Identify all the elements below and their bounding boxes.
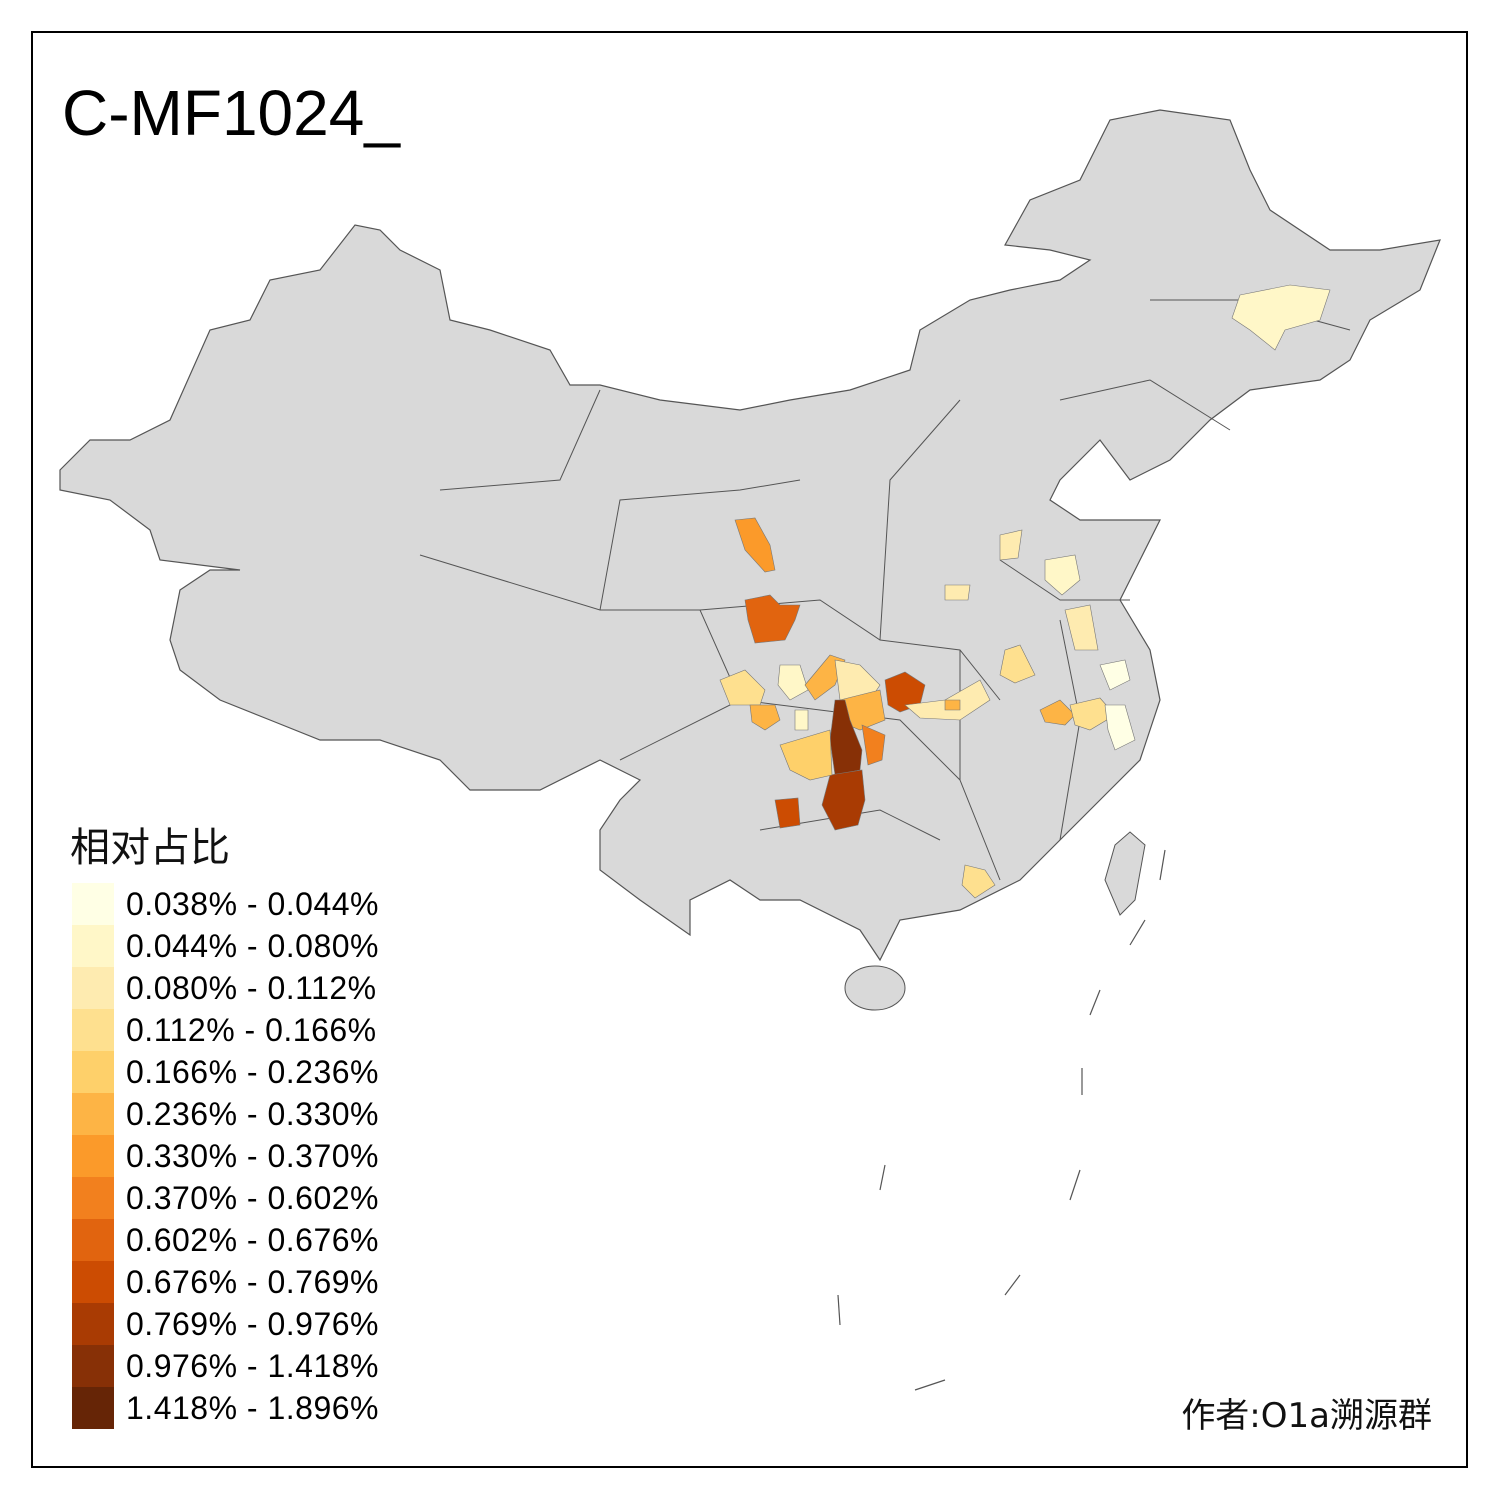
region-shape bbox=[999, 644, 1036, 684]
legend-item: 0.769% - 0.976% bbox=[72, 1303, 379, 1345]
map-title: C-MF1024_ bbox=[62, 77, 400, 149]
highlighted-regions bbox=[719, 284, 1331, 899]
legend-swatch bbox=[72, 1387, 114, 1429]
region-shape bbox=[749, 704, 781, 731]
legend-swatch bbox=[72, 1177, 114, 1219]
region-shape bbox=[1104, 704, 1136, 751]
region-shape bbox=[821, 769, 866, 831]
region-shape bbox=[1044, 554, 1081, 596]
region-shape bbox=[1064, 604, 1099, 651]
region-shape bbox=[779, 729, 833, 781]
legend-label: 0.080% - 0.112% bbox=[126, 969, 377, 1006]
legend-label: 0.236% - 0.330% bbox=[126, 1095, 379, 1132]
legend-item: 0.166% - 0.236% bbox=[72, 1051, 379, 1093]
region-shape bbox=[1099, 659, 1131, 691]
legend-item: 0.112% - 0.166% bbox=[72, 1009, 379, 1051]
author-credit: 作者:O1a溯源群 bbox=[1181, 1396, 1432, 1436]
legend-title: 相对占比 bbox=[70, 825, 230, 871]
legend-swatch bbox=[72, 883, 114, 925]
region-shape bbox=[1231, 284, 1331, 351]
legend-swatch bbox=[72, 1219, 114, 1261]
legend-swatch bbox=[72, 1303, 114, 1345]
legend-label: 0.602% - 0.676% bbox=[126, 1221, 379, 1258]
region-shape bbox=[794, 709, 809, 731]
legend-label: 0.166% - 0.236% bbox=[126, 1053, 379, 1090]
legend-label: 0.676% - 0.769% bbox=[126, 1263, 379, 1300]
legend-label: 0.769% - 0.976% bbox=[126, 1305, 379, 1342]
region-shape bbox=[961, 864, 996, 899]
legend-item: 0.236% - 0.330% bbox=[72, 1093, 379, 1135]
legend-item: 0.676% - 0.769% bbox=[72, 1261, 379, 1303]
legend-label: 0.038% - 0.044% bbox=[126, 885, 379, 922]
legend-label: 0.112% - 0.166% bbox=[126, 1011, 377, 1048]
region-shape bbox=[774, 797, 801, 829]
legend-label: 0.976% - 1.418% bbox=[126, 1347, 379, 1384]
legend-item: 0.330% - 0.370% bbox=[72, 1135, 379, 1177]
legend-swatch bbox=[72, 1135, 114, 1177]
south-sea-islands bbox=[837, 849, 1166, 1391]
region-shape bbox=[861, 724, 886, 766]
legend-item: 0.602% - 0.676% bbox=[72, 1219, 379, 1261]
legend-label: 0.330% - 0.370% bbox=[126, 1137, 379, 1174]
legend-label: 0.044% - 0.080% bbox=[126, 927, 379, 964]
region-shape bbox=[777, 664, 809, 701]
region-shape bbox=[744, 594, 801, 644]
region-shape bbox=[1039, 699, 1076, 726]
legend-swatch bbox=[72, 1261, 114, 1303]
map-frame bbox=[31, 31, 1468, 1468]
region-shape bbox=[734, 517, 776, 573]
hainan-island bbox=[844, 965, 906, 1011]
legend-item: 0.080% - 0.112% bbox=[72, 967, 379, 1009]
legend-swatch bbox=[72, 1009, 114, 1051]
legend-swatch bbox=[72, 1093, 114, 1135]
legend-label: 1.418% - 1.896% bbox=[126, 1389, 379, 1426]
legend-swatch bbox=[72, 967, 114, 1009]
legend: 0.038% - 0.044% 0.044% - 0.080% 0.080% - 0… bbox=[72, 883, 379, 1429]
region-shape bbox=[1069, 697, 1116, 731]
legend-item: 0.976% - 1.418% bbox=[72, 1345, 379, 1387]
legend-item: 1.418% - 1.896% bbox=[72, 1387, 379, 1429]
legend-swatch bbox=[72, 925, 114, 967]
legend-item: 0.370% - 0.602% bbox=[72, 1177, 379, 1219]
region-shape bbox=[999, 529, 1023, 561]
region-shape bbox=[944, 584, 971, 601]
province-borders bbox=[419, 299, 1351, 881]
legend-swatch bbox=[72, 1345, 114, 1387]
legend-swatch bbox=[72, 1051, 114, 1093]
taiwan-island bbox=[1104, 831, 1146, 916]
legend-item: 0.044% - 0.080% bbox=[72, 925, 379, 967]
region-shape bbox=[944, 699, 961, 711]
legend-item: 0.038% - 0.044% bbox=[72, 883, 379, 925]
legend-label: 0.370% - 0.602% bbox=[126, 1179, 379, 1216]
region-shape bbox=[719, 669, 766, 706]
